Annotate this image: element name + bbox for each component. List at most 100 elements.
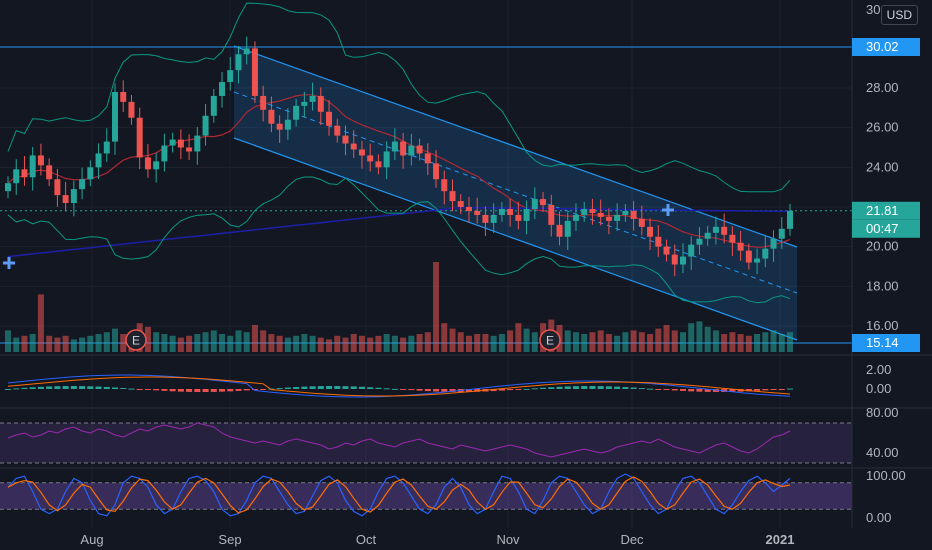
candle[interactable] — [309, 82, 316, 111]
candle[interactable] — [712, 216, 719, 245]
candle[interactable] — [103, 128, 110, 162]
candle[interactable] — [260, 85, 267, 122]
candle[interactable] — [589, 198, 596, 225]
candle[interactable] — [367, 143, 374, 172]
candle[interactable] — [679, 243, 686, 274]
candle[interactable] — [326, 100, 333, 136]
candle[interactable] — [605, 208, 612, 235]
candle[interactable] — [556, 211, 563, 246]
candle[interactable] — [663, 239, 670, 262]
candle[interactable] — [268, 96, 275, 133]
candle[interactable] — [614, 203, 621, 231]
candle[interactable] — [647, 218, 654, 251]
candle[interactable] — [13, 159, 20, 195]
candle[interactable] — [572, 203, 579, 231]
candle[interactable] — [358, 140, 365, 169]
candle[interactable] — [243, 36, 250, 65]
candle[interactable] — [87, 160, 94, 187]
candle[interactable] — [276, 115, 283, 143]
candle[interactable] — [70, 180, 77, 217]
candle[interactable] — [383, 141, 390, 180]
candle[interactable] — [284, 108, 291, 140]
earnings-marker[interactable] — [539, 329, 561, 351]
candle[interactable] — [531, 187, 538, 220]
candle[interactable] — [120, 80, 127, 112]
candle[interactable] — [482, 206, 489, 237]
candle[interactable] — [408, 133, 415, 166]
candle[interactable] — [153, 152, 160, 183]
candle[interactable] — [433, 150, 440, 188]
candle[interactable] — [778, 217, 785, 249]
candle[interactable] — [375, 154, 382, 175]
candle[interactable] — [745, 243, 752, 270]
currency-badge[interactable]: USD — [880, 5, 918, 25]
candle[interactable] — [638, 205, 645, 236]
candle[interactable] — [523, 200, 530, 235]
candle[interactable] — [441, 170, 448, 205]
candle[interactable] — [144, 144, 151, 178]
candle[interactable] — [169, 132, 176, 153]
candle[interactable] — [5, 176, 11, 199]
candle[interactable] — [622, 204, 629, 222]
candle[interactable] — [655, 225, 662, 257]
candle[interactable] — [630, 200, 637, 231]
candle[interactable] — [597, 199, 604, 226]
candle[interactable] — [202, 104, 209, 146]
candle[interactable] — [219, 71, 226, 108]
candle[interactable] — [540, 192, 547, 212]
candle[interactable] — [29, 146, 36, 191]
candle[interactable] — [342, 125, 349, 156]
candle[interactable] — [62, 181, 69, 212]
candle[interactable] — [515, 201, 522, 230]
candle[interactable] — [161, 133, 168, 172]
candlesticks[interactable] — [5, 36, 793, 277]
time-axis[interactable]: Aug Sep Oct Nov Dec 2021 — [0, 528, 932, 550]
candle[interactable] — [301, 91, 308, 118]
candle[interactable] — [21, 156, 28, 186]
candle[interactable] — [54, 169, 61, 207]
candle[interactable] — [37, 143, 44, 176]
candle[interactable] — [754, 248, 761, 275]
candle[interactable] — [416, 138, 423, 161]
candle[interactable] — [737, 230, 744, 261]
candle[interactable] — [465, 196, 472, 223]
candle[interactable] — [136, 107, 143, 170]
candle[interactable] — [696, 227, 703, 255]
candle[interactable] — [350, 130, 357, 159]
candle[interactable] — [457, 194, 464, 214]
candle[interactable] — [564, 212, 571, 251]
candle[interactable] — [251, 41, 258, 103]
candle[interactable] — [498, 202, 505, 222]
earnings-marker[interactable] — [125, 329, 147, 351]
candle[interactable] — [79, 167, 86, 200]
candle[interactable] — [770, 230, 777, 262]
price-axis[interactable]: 28.0026.0024.0022.0020.0018.0016.0030.00… — [851, 0, 920, 528]
candle[interactable] — [507, 198, 514, 227]
candle[interactable] — [688, 236, 695, 270]
candle[interactable] — [787, 203, 793, 236]
candle[interactable] — [729, 226, 736, 256]
candle[interactable] — [671, 244, 678, 277]
candle[interactable] — [424, 143, 431, 176]
candle[interactable] — [449, 179, 456, 212]
candle[interactable] — [186, 134, 193, 160]
candle[interactable] — [391, 128, 398, 160]
candle[interactable] — [95, 143, 102, 180]
candle[interactable] — [334, 118, 341, 143]
candle[interactable] — [721, 213, 728, 244]
candle[interactable] — [490, 203, 497, 233]
candle[interactable] — [235, 45, 242, 84]
candle[interactable] — [704, 225, 711, 246]
candle[interactable] — [317, 87, 324, 126]
candle[interactable] — [46, 158, 53, 187]
candle[interactable] — [548, 194, 555, 237]
candle[interactable] — [128, 94, 135, 125]
candle[interactable] — [112, 83, 119, 155]
candle[interactable] — [177, 129, 184, 160]
candle[interactable] — [210, 88, 217, 123]
candle[interactable] — [227, 56, 234, 91]
candle[interactable] — [474, 197, 481, 224]
candle[interactable] — [194, 127, 201, 165]
